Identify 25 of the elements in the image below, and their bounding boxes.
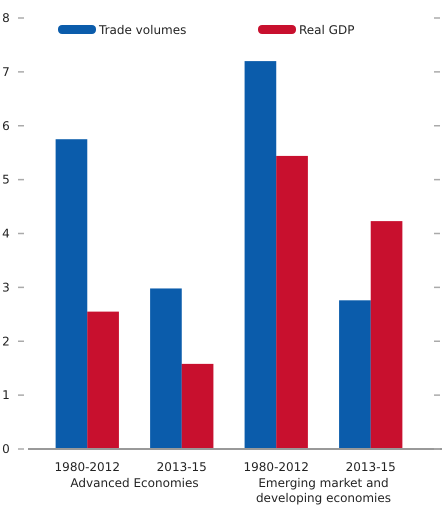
y-tick-label: 8 [2,11,10,25]
bar [244,61,276,449]
bar [182,364,214,449]
y-tick-label: 2 [2,334,10,348]
bar [87,312,119,449]
y-tick-label: 0 [2,442,10,456]
y-tick-label: 7 [2,64,10,79]
y-tick-label: 5 [2,172,10,187]
legend-label: Real GDP [299,23,354,37]
x-tick-label: 1980-2012 [54,460,120,474]
y-tick-label: 6 [2,118,10,133]
legend-label: Trade volumes [98,23,186,37]
bar [150,288,182,449]
bar [276,156,308,449]
x-tick-label: 1980-2012 [244,460,309,474]
text: Emerging market and developing economies [256,476,392,505]
bar [339,300,371,449]
y-tick-label: 3 [2,280,10,294]
x-tick-label: 2013-15 [156,460,207,474]
bar [370,221,402,449]
x-tick-label: 2013-15 [346,460,396,474]
bar [56,139,88,449]
y-tick-label: 1 [2,388,10,402]
text: Advanced Economies [70,476,199,490]
y-tick-label: 4 [2,226,10,240]
